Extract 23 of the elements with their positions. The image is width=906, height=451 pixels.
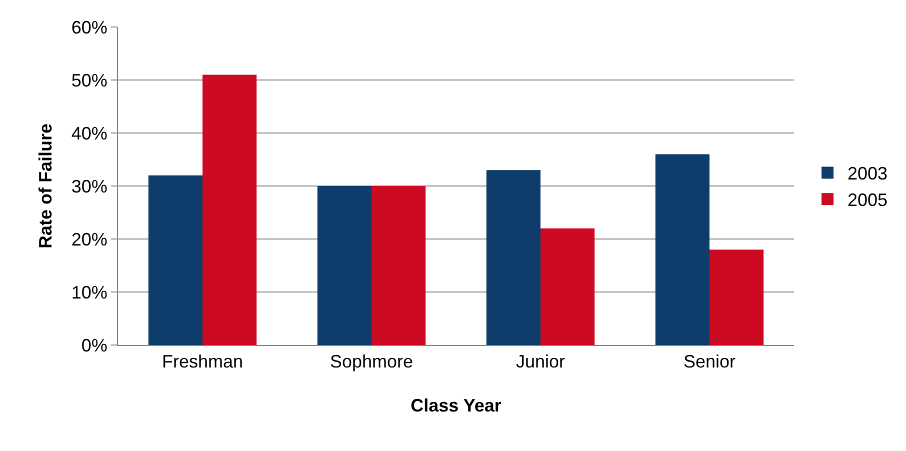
bar (540, 228, 595, 345)
legend-label: 2005 (848, 190, 888, 210)
x-tick-label: Senior (683, 352, 736, 372)
y-tick-label: 10% (71, 282, 108, 302)
x-tick-label: Freshman (162, 352, 244, 372)
x-tick-label: Junior (516, 352, 566, 372)
x-tick-label: Sophmore (330, 352, 414, 372)
y-tick-label: 20% (71, 229, 108, 250)
bar (372, 186, 426, 345)
bar (148, 175, 202, 345)
bar (655, 154, 710, 345)
x-axis-title: Class Year (410, 396, 502, 416)
y-tick-label: 50% (71, 70, 108, 90)
y-tick-label: 60% (71, 17, 108, 38)
bar (486, 170, 540, 345)
y-tick-label: 30% (71, 176, 108, 196)
y-tick-label: 0% (81, 335, 108, 356)
y-axis-title: Rate of Failure (36, 123, 56, 249)
y-tick-label: 40% (71, 123, 108, 144)
bar (710, 250, 764, 345)
bar (317, 186, 372, 345)
legend-label: 2003 (848, 164, 888, 184)
bar (202, 74, 257, 345)
